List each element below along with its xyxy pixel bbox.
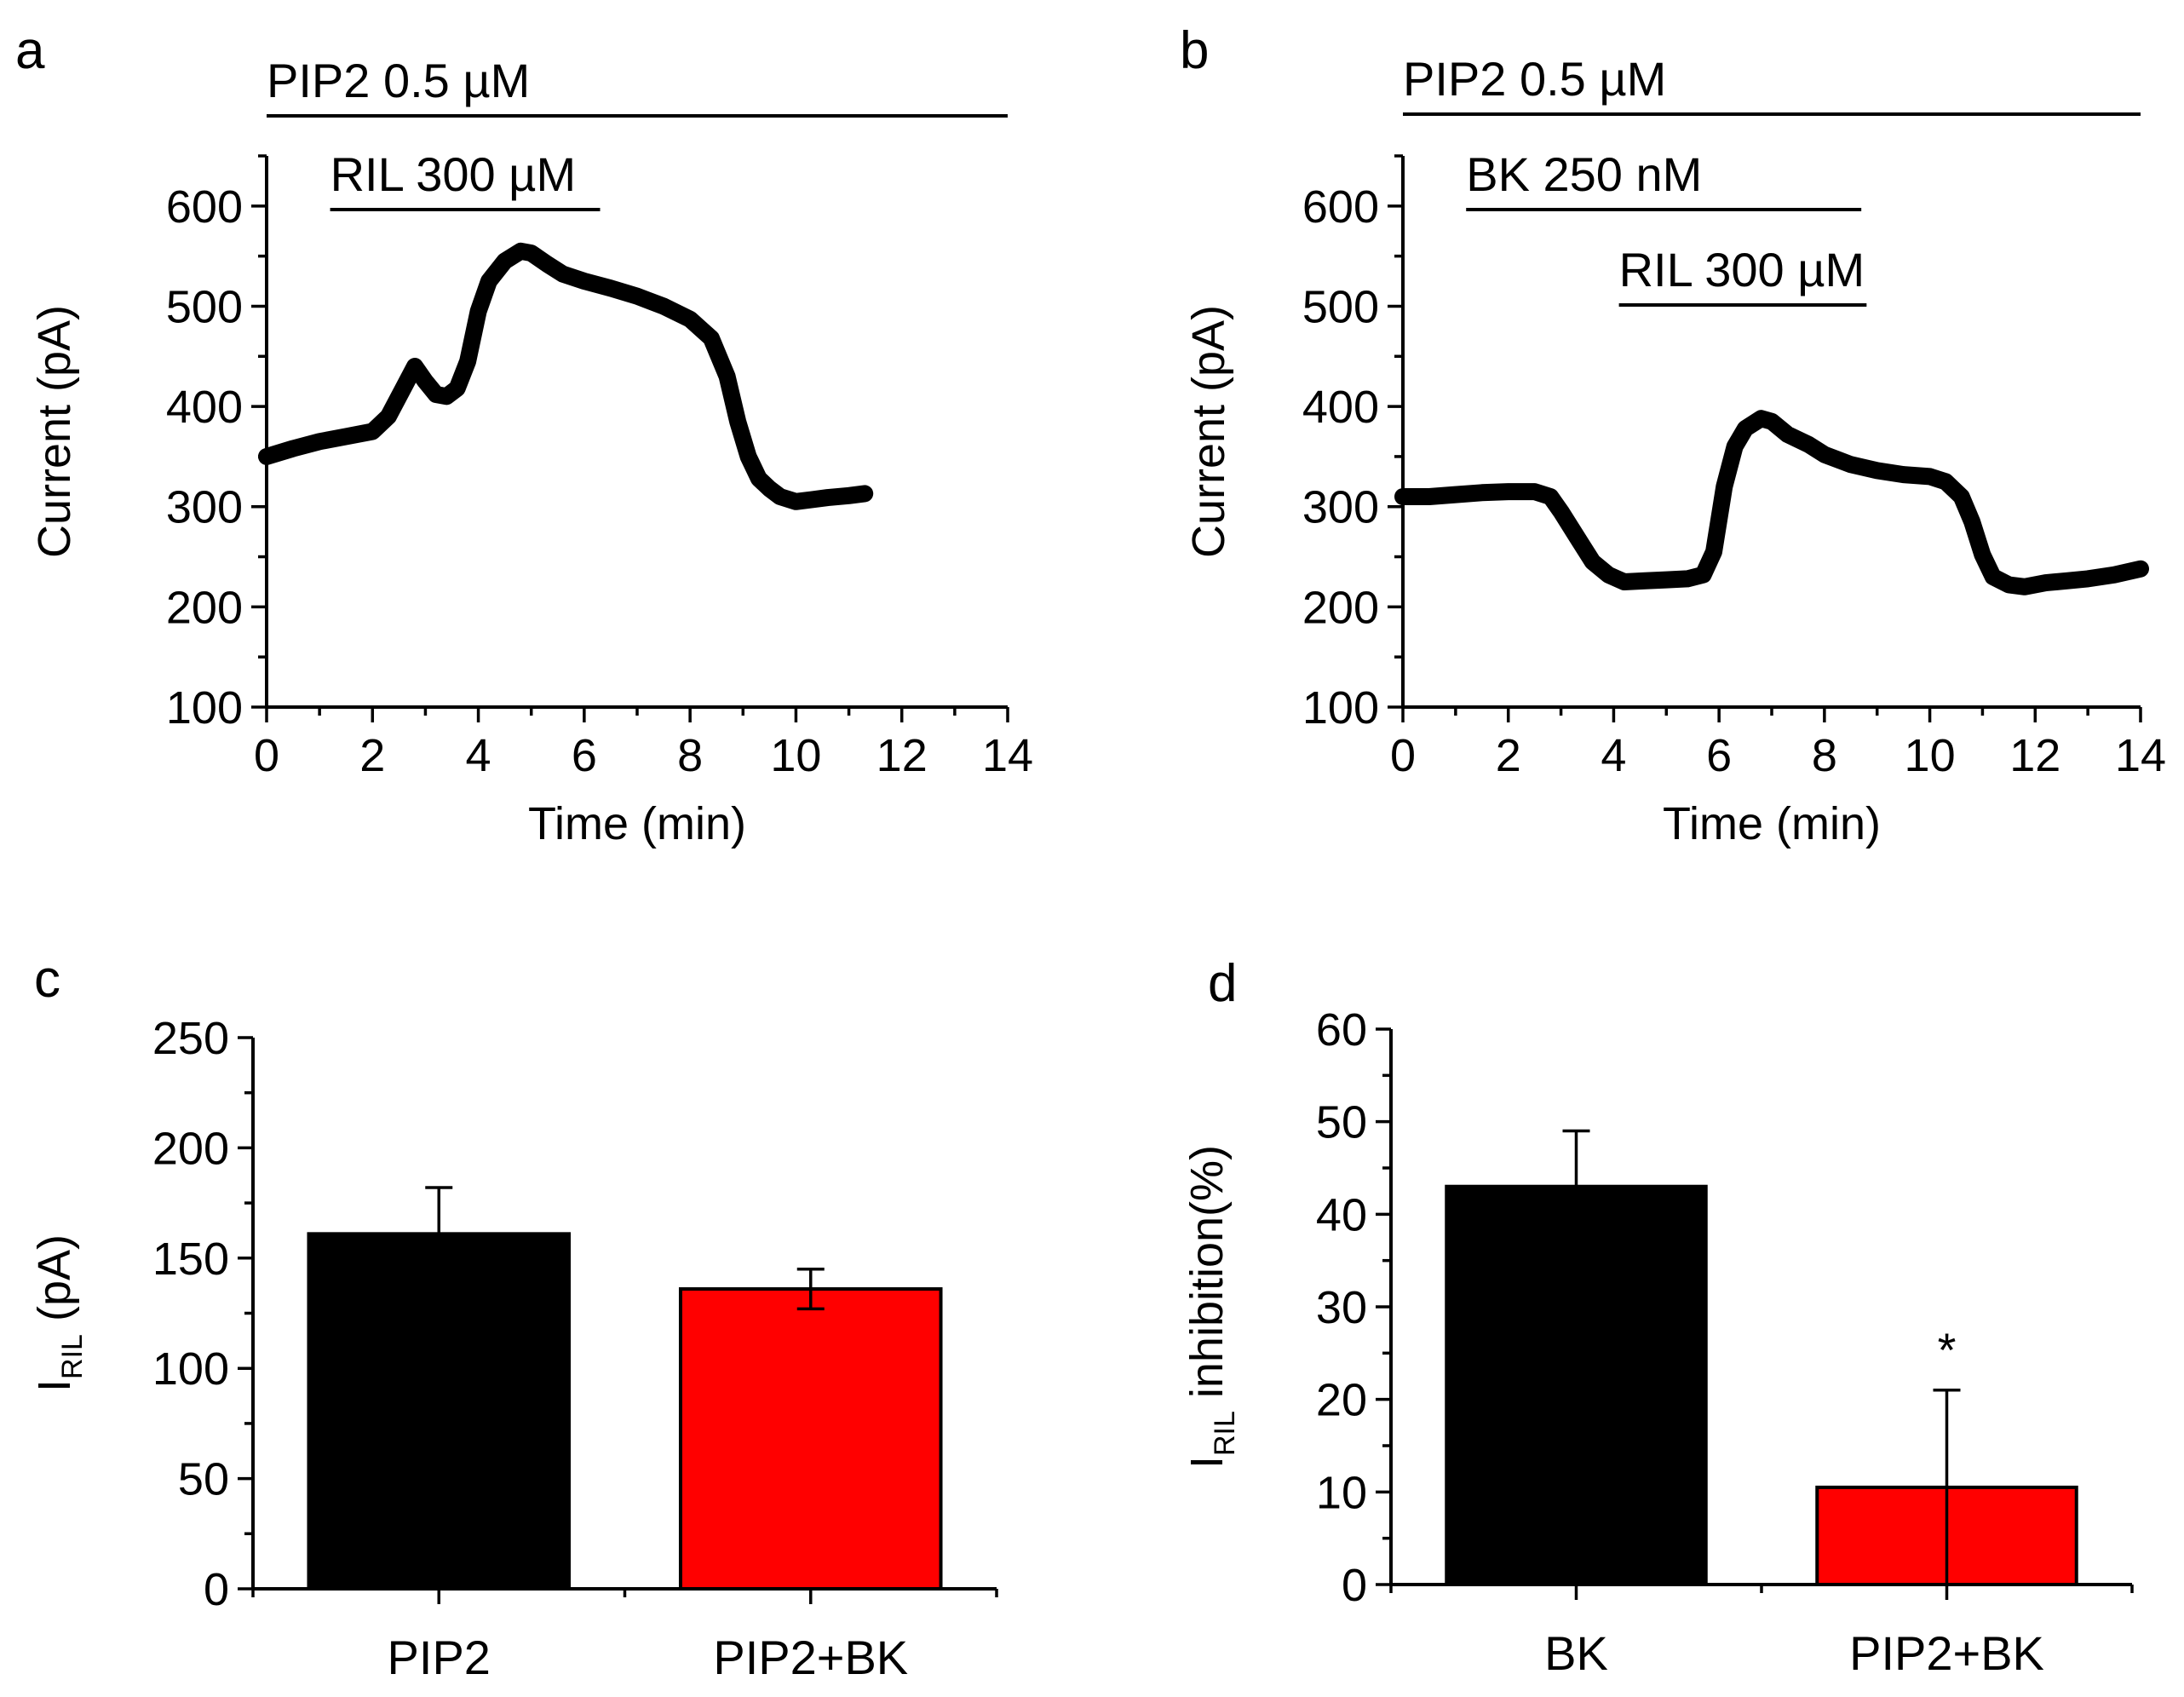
y-axis-label: IRIL inhibition(%): [1181, 1145, 1241, 1469]
trace-line: [258, 242, 874, 510]
y-tick-label: 40: [1316, 1189, 1367, 1240]
y-tick-label: 300: [1302, 482, 1379, 533]
chart-b: 0 2 4 6 8 10 12 14 100 200 300 400 500 600 Time (min) C…: [1183, 52, 2166, 849]
y-tick-label: 600: [166, 181, 243, 233]
x-tick-label: 8: [1812, 730, 1837, 781]
application-label: PIP2 0.5 µM: [267, 54, 530, 107]
bar: [678, 1287, 943, 1591]
application-label: RIL 300 µM: [330, 147, 577, 201]
y-tick-label: 600: [1302, 181, 1379, 233]
y-tick-label: 500: [166, 281, 243, 332]
y-tick-label: 400: [1302, 382, 1379, 433]
y-tick-label: 400: [166, 382, 243, 433]
chart-d: 0 10 20 30 40 50 60 BK PIP2+BK * IRIL inhibition(%…: [1181, 1004, 2134, 1680]
bar: [307, 1232, 572, 1591]
y-tick-label: 150: [152, 1234, 229, 1285]
x-tick-label: 6: [572, 730, 597, 781]
y-axis-label: IRIL (pA): [29, 1234, 89, 1392]
panel-b-label: b: [1180, 21, 1209, 80]
category-label: BK: [1544, 1626, 1608, 1680]
x-tick-label: 0: [254, 730, 279, 781]
x-tick-label: 10: [1905, 730, 1956, 781]
y-tick-label: 100: [166, 682, 243, 733]
category-label: PIP2+BK: [713, 1631, 908, 1684]
x-tick-label: 4: [466, 730, 491, 781]
x-tick-label: 12: [876, 730, 928, 781]
x-tick-label: 8: [677, 730, 703, 781]
y-tick-label: 0: [1342, 1560, 1367, 1611]
application-label: BK 250 nM: [1466, 147, 1702, 201]
y-tick-label: 20: [1316, 1375, 1367, 1426]
chart-a: 0 2 4 6 8 10 12 14 100 200 300 400 500 600 Time (min) C…: [29, 54, 1033, 849]
x-tick-label: 14: [982, 730, 1033, 781]
y-tick-label: 250: [152, 1013, 229, 1064]
x-tick-label: 2: [359, 730, 385, 781]
y-tick-label: 200: [152, 1123, 229, 1174]
y-tick-label: 0: [204, 1564, 229, 1615]
y-tick-label: 30: [1316, 1282, 1367, 1333]
x-tick-label: 4: [1601, 730, 1626, 781]
y-tick-label: 200: [1302, 582, 1379, 633]
panel-d-label: d: [1208, 954, 1237, 1013]
y-tick-label: 50: [178, 1454, 229, 1505]
application-label: RIL 300 µM: [1619, 243, 1865, 296]
x-tick-label: 0: [1390, 730, 1416, 781]
x-tick-label: 12: [2009, 730, 2060, 781]
y-tick-label: 500: [1302, 281, 1379, 332]
trace-line-core: [1403, 417, 2141, 589]
category-label: PIP2: [388, 1631, 491, 1684]
y-axis-label: Current (pA): [1183, 305, 1234, 558]
y-axis-label: Current (pA): [29, 305, 80, 558]
y-tick-label: 300: [166, 482, 243, 533]
x-tick-label: 14: [2115, 730, 2166, 781]
x-axis-label: Time (min): [528, 798, 746, 849]
category-label: PIP2+BK: [1849, 1626, 2044, 1680]
y-tick-label: 200: [166, 582, 243, 633]
x-tick-label: 6: [1706, 730, 1732, 781]
trace-line: [1394, 410, 2149, 595]
y-tick-label: 60: [1316, 1004, 1367, 1056]
bar: [1445, 1184, 1708, 1586]
y-tick-label: 10: [1316, 1467, 1367, 1518]
trace-line-core: [266, 250, 865, 503]
x-tick-label: 10: [770, 730, 821, 781]
chart-c: 0 50 100 150 200 250 PIP2 PIP2+BK IRIL (pA): [29, 1013, 998, 1684]
significance-marker: *: [1938, 1323, 1957, 1377]
panel-a-label: a: [15, 21, 45, 80]
x-axis-label: Time (min): [1663, 798, 1881, 849]
application-label: PIP2 0.5 µM: [1403, 52, 1666, 106]
panel-c-label: c: [34, 950, 60, 1009]
y-tick-label: 50: [1316, 1097, 1367, 1148]
y-tick-label: 100: [152, 1343, 229, 1395]
x-tick-label: 2: [1496, 730, 1521, 781]
y-tick-label: 100: [1302, 682, 1379, 733]
